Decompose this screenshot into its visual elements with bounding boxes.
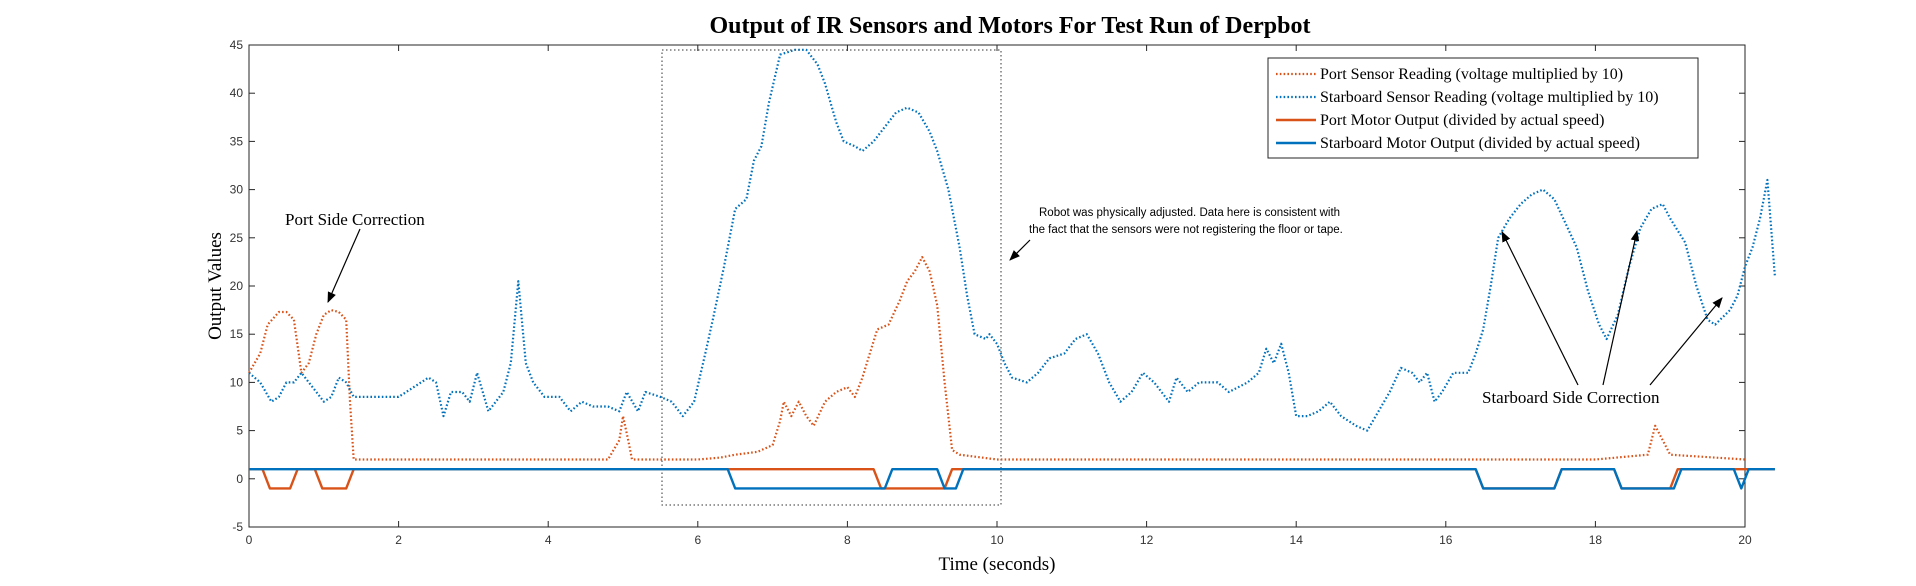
- y-tick-label: 20: [230, 279, 244, 293]
- annotation-adjusted-line1: Robot was physically adjusted. Data here…: [1039, 207, 1340, 219]
- y-tick-label: 40: [230, 86, 244, 100]
- annotations: Port Side Correction Robot was physicall…: [285, 207, 1723, 407]
- port-sensor-line: [248, 256, 1746, 461]
- legend: Port Sensor Reading (voltage multiplied …: [1267, 57, 1699, 159]
- y-tick-label: 15: [230, 327, 244, 341]
- y-tick-labels: -5 0 5 10 15 20 25 30 35 40 45: [230, 38, 244, 534]
- y-tick-label: 25: [230, 231, 244, 245]
- annotation-adjusted-arrow: [1009, 239, 1031, 261]
- y-tick-label: -5: [232, 520, 243, 534]
- x-tick-label: 0: [246, 533, 253, 547]
- x-tick-label: 8: [844, 533, 851, 547]
- annotation-adjusted-line2: the fact that the sensors were not regis…: [1029, 224, 1343, 236]
- y-tick-label: 10: [230, 375, 244, 389]
- legend-item-starboard-sensor: Starboard Sensor Reading (voltage multip…: [1320, 89, 1659, 106]
- series-layer: [248, 48, 1776, 490]
- chart-title: Output of IR Sensors and Motors For Test…: [710, 13, 1311, 39]
- legend-item-starboard-motor: Starboard Motor Output (divided by actua…: [1320, 135, 1640, 152]
- x-tick-label: 18: [1589, 533, 1603, 547]
- y-axis-label: Output Values: [205, 232, 226, 340]
- port-motor-line: [249, 468, 1775, 490]
- legend-box: [1267, 57, 1699, 159]
- y-tick-label: 30: [230, 183, 244, 197]
- y-tick-label: 5: [236, 424, 243, 438]
- x-tick-labels: 0 2 4 6 8 10 12 14 16 18 20: [246, 533, 1752, 547]
- x-tick-label: 4: [545, 533, 552, 547]
- x-tick-label: 16: [1439, 533, 1453, 547]
- x-tick-label: 14: [1290, 533, 1304, 547]
- y-tick-label: 0: [236, 472, 243, 486]
- x-tick-label: 2: [395, 533, 402, 547]
- y-tick-label: 35: [230, 134, 244, 148]
- annotation-starboard-side: Starboard Side Correction: [1482, 388, 1660, 407]
- x-tick-label: 10: [990, 533, 1004, 547]
- x-axis-label: Time (seconds): [939, 554, 1056, 575]
- starboard-motor-line: [249, 468, 1775, 490]
- annotation-starboard-arrow-3: [1649, 297, 1723, 386]
- x-tick-label: 20: [1738, 533, 1752, 547]
- y-tick-label: 45: [230, 38, 244, 52]
- annotation-starboard-arrow-1: [1501, 231, 1579, 386]
- annotation-port-arrow: [327, 228, 361, 303]
- legend-item-port-sensor: Port Sensor Reading (voltage multiplied …: [1320, 66, 1623, 83]
- annotation-starboard-arrow-2: [1602, 229, 1640, 386]
- x-tick-label: 6: [694, 533, 701, 547]
- adjustment-region-box: [661, 49, 1002, 506]
- annotation-port-side: Port Side Correction: [285, 210, 425, 229]
- x-tick-label: 12: [1140, 533, 1154, 547]
- legend-item-port-motor: Port Motor Output (divided by actual spe…: [1320, 112, 1604, 129]
